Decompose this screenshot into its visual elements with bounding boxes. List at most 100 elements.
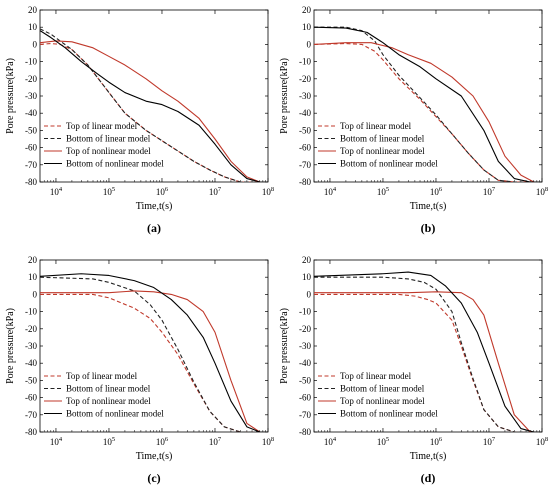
legend-entry: Bottom of linear model xyxy=(340,134,425,144)
y-tick-label: -40 xyxy=(299,108,311,118)
x-tick-label: 108 xyxy=(262,186,274,197)
chart-panel-3: 20 10 0 -10 -20 -30 -40 -50 -60 -70 -80 104 105 106 10… xyxy=(5,255,274,485)
y-tick-label: -10 xyxy=(299,57,311,67)
y-tick-label: 10 xyxy=(28,22,38,32)
y-tick-label: 20 xyxy=(28,5,38,15)
series-line-2 xyxy=(40,276,268,432)
y-tick-label: -40 xyxy=(25,358,37,368)
y-axis-label: Pore pressure(kPa) xyxy=(279,58,290,134)
legend-entry: Bottom of linear model xyxy=(340,384,425,394)
y-tick-label: -50 xyxy=(25,375,37,385)
legend-entry: Bottom of linear model xyxy=(66,134,151,144)
y-tick-label: 0 xyxy=(33,39,38,49)
y-tick-label: -80 xyxy=(299,427,311,437)
x-tick-label: 107 xyxy=(209,186,222,197)
x-tick-label: 105 xyxy=(103,186,115,197)
legend-entry: Bottom of nonlinear model xyxy=(66,159,164,169)
series-line-2 xyxy=(314,276,542,432)
y-tick-label: 0 xyxy=(307,289,312,299)
legend-entry: Top of nonlinear model xyxy=(66,396,151,406)
y-tick-label: -60 xyxy=(25,393,37,403)
x-tick-label: 106 xyxy=(156,186,169,197)
legend-entry: Top of nonlinear model xyxy=(340,146,425,156)
x-tick-label: 104 xyxy=(324,186,337,197)
y-tick-label: -60 xyxy=(299,143,311,153)
y-axis-label: Pore pressure(kPa) xyxy=(279,308,290,384)
x-tick-label: 104 xyxy=(50,436,63,447)
y-tick-label: 0 xyxy=(33,289,38,299)
legend-entry: Top of nonlinear model xyxy=(66,146,151,156)
panel-label: (a) xyxy=(147,221,161,235)
legend-entry: Top of linear model xyxy=(340,121,412,131)
y-axis-label: Pore pressure(kPa) xyxy=(5,308,16,384)
series-line-3 xyxy=(314,291,542,432)
x-tick-label: 105 xyxy=(377,186,389,197)
series-line-4 xyxy=(314,26,542,182)
plot-frame xyxy=(313,9,543,183)
x-tick-label: 105 xyxy=(377,436,389,447)
legend-entry: Top of linear model xyxy=(66,371,138,381)
legend-entry: Bottom of linear model xyxy=(66,384,151,394)
y-tick-label: 0 xyxy=(307,39,312,49)
y-tick-label: -70 xyxy=(25,410,37,420)
y-tick-label: 10 xyxy=(28,272,38,282)
x-tick-label: 107 xyxy=(483,186,496,197)
panel-label: (b) xyxy=(421,221,436,235)
y-tick-label: -70 xyxy=(299,410,311,420)
y-tick-label: -10 xyxy=(299,307,311,317)
y-tick-label: -30 xyxy=(25,91,37,101)
series-line-4 xyxy=(40,30,268,182)
y-tick-label: -80 xyxy=(299,177,311,187)
x-axis-label: Time,t(s) xyxy=(410,451,447,462)
x-tick-label: 105 xyxy=(103,436,115,447)
y-tick-label: -80 xyxy=(25,427,37,437)
y-tick-label: -50 xyxy=(299,375,311,385)
legend-entry: Bottom of nonlinear model xyxy=(340,409,438,419)
y-tick-label: 20 xyxy=(28,255,38,265)
legend-entry: Bottom of nonlinear model xyxy=(66,409,164,419)
x-tick-label: 108 xyxy=(262,436,274,447)
y-tick-label: -60 xyxy=(25,143,37,153)
x-axis-label: Time,t(s) xyxy=(136,451,173,462)
y-axis-label: Pore pressure(kPa) xyxy=(5,58,16,134)
y-tick-label: -20 xyxy=(25,74,37,84)
chart-panel-2: 20 10 0 -10 -20 -30 -40 -50 -60 -70 -80 104 105 106 10… xyxy=(279,5,548,235)
series-line-4 xyxy=(314,271,542,432)
y-tick-label: -50 xyxy=(299,125,311,135)
x-tick-label: 104 xyxy=(324,436,337,447)
x-tick-label: 106 xyxy=(156,436,169,447)
y-tick-label: -20 xyxy=(25,324,37,334)
y-tick-label: -80 xyxy=(25,177,37,187)
x-tick-label: 104 xyxy=(50,186,63,197)
x-tick-label: 108 xyxy=(536,186,548,197)
y-tick-label: -20 xyxy=(299,324,311,334)
y-tick-label: -30 xyxy=(25,341,37,351)
series-line-3 xyxy=(314,42,542,182)
series-line-3 xyxy=(40,40,268,182)
y-tick-label: -30 xyxy=(299,341,311,351)
x-tick-label: 107 xyxy=(483,436,496,447)
legend-entry: Bottom of nonlinear model xyxy=(340,159,438,169)
y-tick-label: 10 xyxy=(302,22,312,32)
x-tick-label: 108 xyxy=(536,436,548,447)
panel-label: (c) xyxy=(147,471,160,485)
panel-label: (d) xyxy=(421,471,436,485)
y-tick-label: -20 xyxy=(299,74,311,84)
plot-frame xyxy=(39,9,269,183)
y-tick-label: -50 xyxy=(25,125,37,135)
series-line-2 xyxy=(314,26,542,182)
y-tick-label: -30 xyxy=(299,91,311,101)
series-line-4 xyxy=(40,273,268,432)
y-tick-label: 20 xyxy=(302,255,312,265)
legend-entry: Top of linear model xyxy=(340,371,412,381)
chart-panel-1: 20 10 0 -10 -20 -30 -40 -50 -60 -70 -80 104 105 106 10… xyxy=(5,5,274,235)
y-tick-label: -70 xyxy=(25,160,37,170)
y-tick-label: 20 xyxy=(302,5,312,15)
chart-panel-4: 20 10 0 -10 -20 -30 -40 -50 -60 -70 -80 104 105 106 10… xyxy=(279,255,548,485)
x-tick-label: 106 xyxy=(430,186,443,197)
series-line-2 xyxy=(40,28,268,182)
y-tick-label: -10 xyxy=(25,307,37,317)
legend-entry: Top of linear model xyxy=(66,121,138,131)
y-tick-label: -70 xyxy=(299,160,311,170)
